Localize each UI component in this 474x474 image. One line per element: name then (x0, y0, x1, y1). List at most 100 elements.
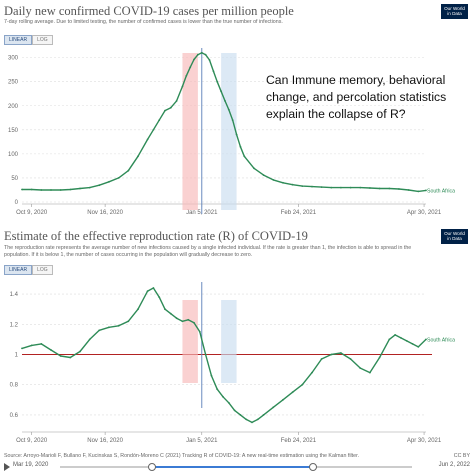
chart1-data-point (30, 188, 33, 191)
timeline-end-handle[interactable] (309, 463, 318, 471)
owid-logo-bottom[interactable]: Our World in Data (441, 229, 468, 244)
chart1-data-point (193, 58, 195, 61)
chart2-data-point (272, 406, 275, 409)
source-text[interactable]: Source: Arroyo-Marioli F, Bullano F, Kuc… (4, 453, 360, 459)
chart1-data-point (212, 70, 215, 72)
chart2-x-tick-label: Apr 30, 2021 (407, 438, 442, 444)
chart1-x-tick-label: Nov 16, 2020 (87, 210, 123, 216)
chart2-subtitle: The reproduction rate represents the ave… (4, 245, 412, 258)
chart1-linear-button[interactable]: LINEAR (4, 35, 33, 45)
chart2-scale-toggle: LINEAR LOG (4, 265, 53, 275)
chart1-y-tick-label: 300 (8, 56, 19, 62)
chart1-data-point (79, 187, 81, 190)
chart2-x-tick-label: Jan 5, 2021 (186, 438, 218, 444)
timeline-track[interactable] (60, 463, 412, 471)
chart2-data-point (216, 388, 219, 391)
chart1-data-point (231, 119, 234, 122)
chart2-data-point (388, 338, 391, 341)
chart2-title: Estimate of the effective reproduction r… (4, 229, 308, 243)
chart1-data-point (208, 59, 211, 61)
chart2-data-point (233, 409, 236, 412)
chart2-data-point (411, 343, 414, 345)
chart2-data-point (369, 371, 371, 374)
timeline-end-date: Jun 2, 2022 (438, 462, 470, 468)
chart1-data-point (282, 181, 284, 184)
chart2-data-point (262, 414, 265, 416)
chart2-data-point (210, 374, 213, 377)
license-text[interactable]: CC BY (453, 453, 470, 459)
timeline-start-handle[interactable] (147, 463, 156, 471)
chart1-x-tick-label: Apr 30, 2021 (407, 210, 442, 216)
chart2-data-point (175, 317, 178, 320)
chart1-log-button[interactable]: LOG (32, 35, 53, 45)
timeline-start-date: Mar 19, 2020 (13, 462, 49, 468)
chart1-data-point (359, 186, 362, 189)
chart1-data-point (98, 184, 101, 187)
chart1-data-point (152, 128, 155, 131)
chart2-x-tick-label: Nov 16, 2020 (87, 438, 123, 444)
chart1-data-point (388, 187, 391, 190)
chart2-data-point (417, 346, 420, 348)
chart1-y-tick-label: 0 (15, 200, 19, 206)
chart2-data-point (40, 343, 43, 345)
play-icon[interactable] (4, 463, 10, 471)
chart2-data-point (425, 338, 427, 341)
chart2-data-point (88, 338, 91, 341)
chart1-data-point (239, 145, 242, 148)
chart1-data-point (349, 186, 352, 189)
chart1-title: Daily new confirmed COVID-19 cases per m… (4, 4, 294, 18)
chart1-data-point (59, 189, 62, 191)
chart2-x-tick-label: Oct 9, 2020 (16, 438, 48, 444)
chart2-blue-highlight-band (221, 300, 237, 383)
chart2-y-tick-label: 0.6 (10, 413, 19, 419)
chart1-data-point (243, 155, 246, 158)
chart2-data-point (320, 358, 323, 360)
timeline-selected-range (151, 466, 314, 468)
chart1-data-point (50, 189, 52, 191)
chart2-data-point (400, 337, 402, 339)
chart1-data-point (311, 185, 313, 188)
chart2-data-point (193, 321, 195, 324)
chart2-data-point (30, 344, 33, 347)
chart2-data-point (251, 421, 253, 424)
chart1-y-tick-label: 150 (8, 128, 19, 134)
chart1-data-point (216, 80, 219, 83)
chart2-red-highlight-band (182, 300, 198, 383)
chart1-data-point (40, 189, 43, 191)
chart2-data-point (204, 353, 207, 356)
chart2-y-tick-label: 1.4 (10, 292, 19, 298)
chart2-y-tick-label: 0.8 (10, 383, 19, 389)
chart2-log-button[interactable]: LOG (32, 265, 53, 275)
chart1-data-point (425, 189, 427, 192)
chart1-data-point (224, 100, 226, 102)
chart1-data-point (330, 186, 333, 189)
chart2-data-point (59, 355, 62, 357)
chart1-data-point (272, 179, 275, 181)
chart1-x-tick-label: Oct 9, 2020 (16, 210, 48, 216)
chart2-data-point (282, 398, 284, 401)
chart1-data-point (197, 53, 199, 56)
chart2-data-point (198, 330, 201, 333)
chart1-data-point (291, 183, 294, 186)
chart1-data-point (127, 169, 130, 172)
logo-line2: in Data (447, 11, 462, 17)
timeline-slider[interactable]: Mar 19, 2020 Jun 2, 2022 (0, 458, 474, 474)
chart1-data-point (227, 108, 230, 111)
owid-logo-top[interactable]: Our World in Data (441, 4, 468, 19)
chart2-data-point (222, 395, 224, 398)
chart1-data-point (407, 189, 410, 191)
chart1-data-point (185, 75, 188, 77)
chart2-data-point (256, 418, 259, 421)
chart2-x-tick-label: Feb 24, 2021 (281, 438, 317, 444)
chart1-data-point (169, 106, 172, 109)
chart1-blue-highlight-band (221, 53, 237, 210)
chart2-data-point (301, 383, 304, 386)
chart1-y-tick-label: 200 (8, 104, 19, 110)
chart1-data-point (108, 180, 110, 183)
chart2-linear-button[interactable]: LINEAR (4, 265, 33, 275)
chart1-data-point (204, 53, 207, 56)
chart2-data-point (291, 391, 294, 394)
chart1-data-point (175, 100, 178, 102)
chart2-data-point (79, 350, 81, 353)
